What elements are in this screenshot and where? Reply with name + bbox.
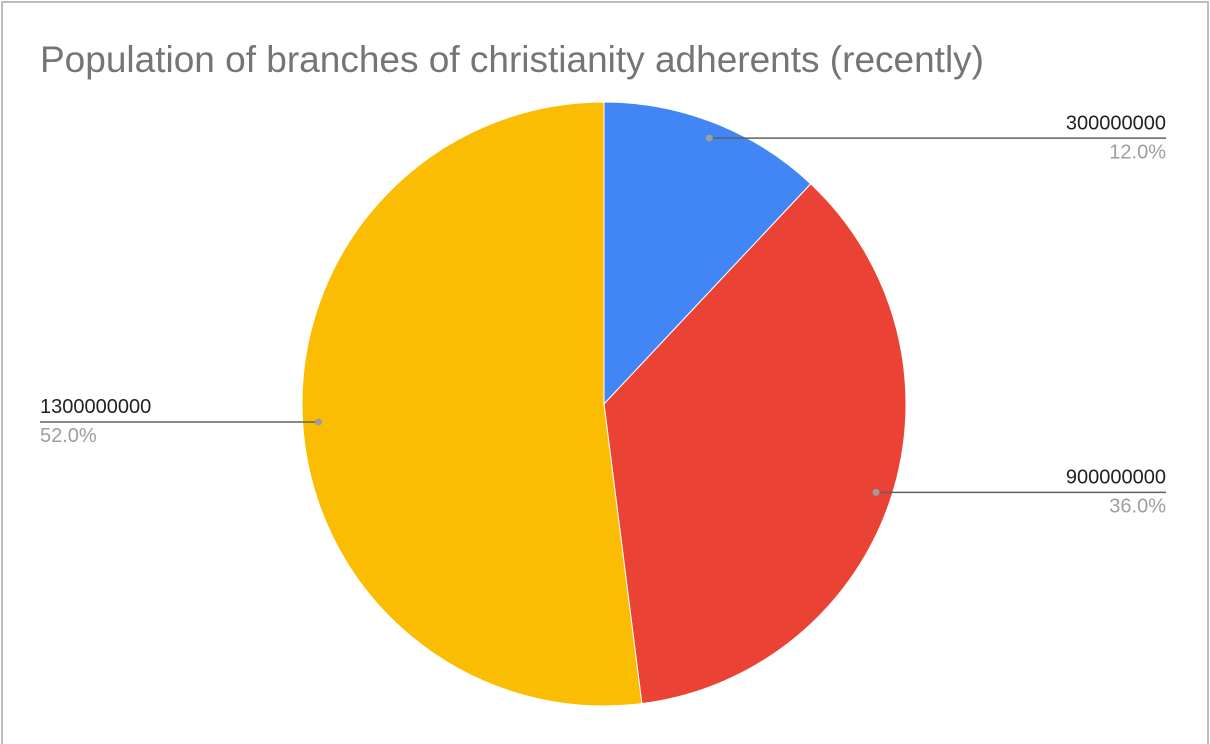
value-label: 900000000 (1066, 467, 1166, 489)
value-label: 300000000 (1066, 112, 1166, 134)
percent-label: 52.0% (40, 425, 97, 447)
value-label: 1300000000 (40, 396, 151, 418)
percent-label: 12.0% (1109, 141, 1166, 163)
pie-slice (301, 101, 643, 707)
pie-slice (603, 183, 907, 705)
chart-title: Population of branches of christianity a… (40, 39, 984, 80)
leader-dot (315, 418, 323, 426)
leader-dot (705, 134, 713, 142)
pie-slice (603, 101, 812, 406)
percent-label: 36.0% (1109, 496, 1166, 518)
leader-dot (872, 488, 880, 496)
